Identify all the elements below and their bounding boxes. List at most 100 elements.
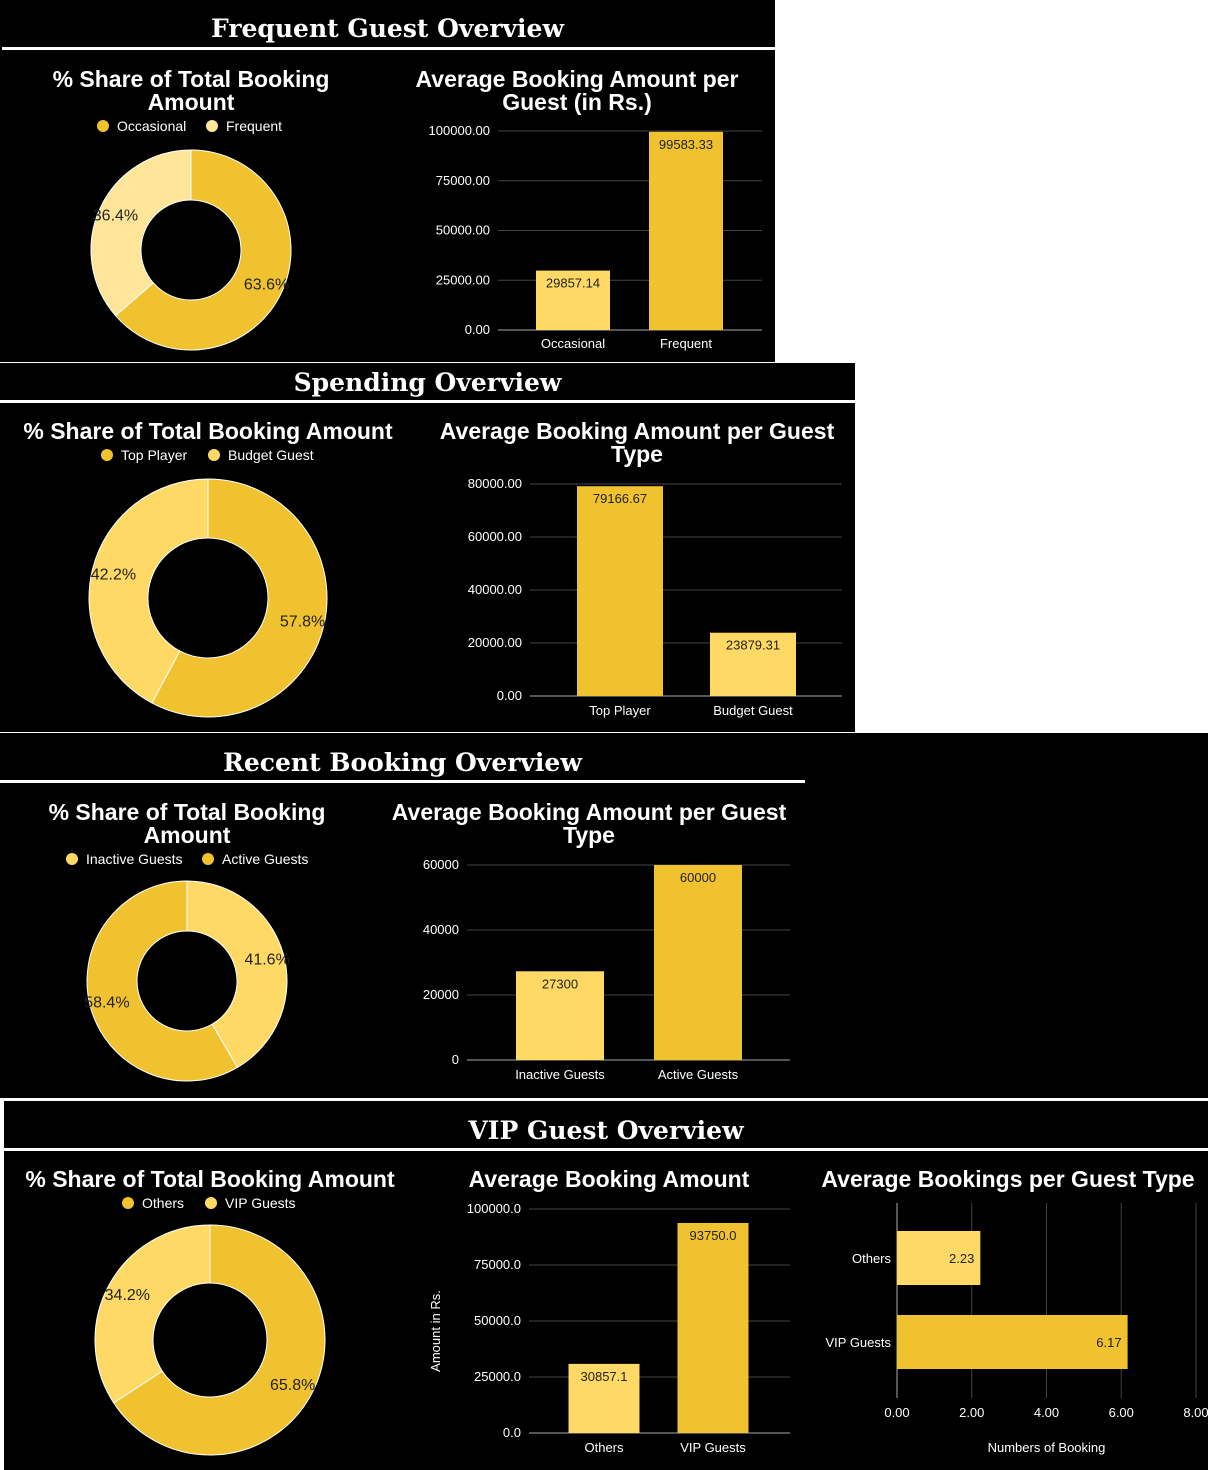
donut-2-title-line: % Share of Total Booking Amount: [23, 418, 393, 444]
bar-1-ytick-label: 0.00: [465, 322, 490, 337]
bar-3-bar-budget-guest: [710, 632, 796, 696]
bar-7-ytick-label: 100000.0: [467, 1201, 521, 1216]
donut-2-legend-swatch: [101, 449, 113, 461]
donut-6-legend-label: Others: [142, 1195, 184, 1211]
bar-3-title-line: Type: [611, 441, 663, 467]
donut-6-legend-label: VIP Guests: [225, 1195, 296, 1211]
donut-0-slice-label: 36.4%: [93, 208, 138, 225]
section-rule-spending: [0, 400, 855, 403]
hbar-8-bar-vip-guests: [897, 1315, 1128, 1369]
donut-4-title-line: % Share of Total Booking: [49, 799, 326, 825]
donut-2-legend-swatch: [208, 449, 220, 461]
bar-1-value-label: 99583.33: [659, 137, 713, 152]
hbar-8-title-line: Average Bookings per Guest Type: [821, 1166, 1194, 1192]
donut-2-slice-top-player: [151, 478, 328, 718]
bar-5-bar-active-guests: [654, 865, 742, 1060]
hbar-8-xtick-label: 8.00: [1183, 1405, 1208, 1420]
hbar-8-xtick-label: 4.00: [1034, 1405, 1059, 1420]
bar-1-value-label: 29857.14: [546, 276, 600, 291]
donut-6-slice-label: 65.8%: [270, 1377, 315, 1394]
bar-7-category-label: Others: [584, 1440, 624, 1455]
donut-0-legend-swatch: [97, 120, 109, 132]
hbar-8-value-label: 6.17: [1096, 1335, 1121, 1350]
bar-1-category-label: Frequent: [660, 336, 712, 351]
bar-7-ytick-label: 25000.0: [474, 1369, 521, 1384]
bar-5-value-label: 27300: [542, 976, 578, 991]
bar-7-value-label: 93750.0: [690, 1228, 737, 1243]
donut-2-legend-label: Top Player: [121, 447, 187, 463]
section-title-vip: VIP Guest Overview: [468, 1116, 744, 1145]
bar-5-value-label: 60000: [680, 870, 716, 885]
hbar-8-xtick-label: 0.00: [884, 1405, 909, 1420]
bar-7-bar-vip-guests: [677, 1223, 749, 1433]
section-rule-recent: [0, 780, 805, 783]
donut-4-slice-active-guests: [86, 880, 239, 1082]
bar-7-ytick-label: 50000.0: [474, 1313, 521, 1328]
bar-3-ytick-label: 60000.00: [468, 529, 522, 544]
donut-4-slice-inactive-guests: [186, 880, 288, 1069]
bar-1-ytick-label: 100000.00: [429, 123, 490, 138]
donut-0-legend-label: Occasional: [117, 118, 186, 134]
hbar-8-xtick-label: 6.00: [1109, 1405, 1134, 1420]
bar-3-category-label: Top Player: [589, 703, 651, 718]
donut-6-slice-others: [112, 1224, 326, 1456]
bar-3-ytick-label: 0.00: [497, 688, 522, 703]
bar-1-ytick-label: 50000.00: [436, 223, 490, 238]
donut-0-title-line: Amount: [148, 89, 235, 115]
bar-5-category-label: Inactive Guests: [515, 1067, 605, 1082]
bar-5-ytick-label: 40000: [423, 922, 459, 937]
section-rule-vip: [4, 1148, 1208, 1151]
bar-3-value-label: 23879.31: [726, 638, 780, 653]
donut-0-slice-label: 63.6%: [244, 276, 289, 293]
bar-1-ytick-label: 75000.00: [436, 173, 490, 188]
bar-7-ytick-label: 0.0: [503, 1425, 521, 1440]
donut-2-slice-label: 42.2%: [91, 566, 136, 583]
section-rule-frequent: [2, 47, 775, 50]
bar-7-title-line: Average Booking Amount: [469, 1166, 750, 1192]
bar-5-ytick-label: 0: [452, 1052, 459, 1067]
bar-7-bar-others: [568, 1363, 640, 1433]
bar-5-title-line: Type: [563, 822, 615, 848]
donut-4-legend-label: Inactive Guests: [86, 851, 183, 867]
donut-0-slice-frequent: [90, 149, 192, 317]
bar-7-ytick-label: 75000.0: [474, 1257, 521, 1272]
bar-1-title-line: Average Booking Amount per: [416, 66, 739, 92]
donut-6-legend-swatch: [205, 1197, 217, 1209]
bar-3-title-line: Average Booking Amount per Guest: [440, 418, 835, 444]
bar-3-bar-top-player: [577, 486, 663, 696]
bar-5-ytick-label: 60000: [423, 857, 459, 872]
hbar-8-xtick-label: 2.00: [959, 1405, 984, 1420]
bar-1-ytick-label: 25000.00: [436, 272, 490, 287]
donut-4-title-line: Amount: [144, 822, 231, 848]
bar-3-value-label: 79166.67: [593, 491, 647, 506]
bar-7-y-axis-label: Amount in Rs.: [428, 1290, 443, 1372]
hbar-8-bar-others: [897, 1231, 981, 1285]
donut-2-slice-label: 57.8%: [280, 614, 325, 631]
donut-6-slice-vip-guests: [94, 1224, 211, 1404]
section-title-recent: Recent Booking Overview: [223, 748, 582, 777]
bar-7-value-label: 30857.1: [581, 1369, 628, 1384]
donut-4-legend-swatch: [66, 853, 78, 865]
bar-3-ytick-label: 20000.00: [468, 635, 522, 650]
bar-1-title-line: Guest (in Rs.): [502, 89, 652, 115]
bar-5-category-label: Active Guests: [658, 1067, 739, 1082]
donut-0-legend-label: Frequent: [226, 118, 282, 134]
section-title-spending: Spending Overview: [293, 368, 562, 397]
bar-1-category-label: Occasional: [541, 336, 605, 351]
bar-3-category-label: Budget Guest: [713, 703, 793, 718]
hbar-8-x-axis-label: Numbers of Booking: [988, 1440, 1106, 1455]
bar-7-category-label: VIP Guests: [680, 1440, 746, 1455]
bar-5-ytick-label: 20000: [423, 987, 459, 1002]
bar-1-bar-occasional: [536, 270, 610, 330]
bar-3-ytick-label: 40000.00: [468, 582, 522, 597]
donut-2-legend-label: Budget Guest: [228, 447, 314, 463]
bar-5-bar-inactive-guests: [516, 971, 604, 1060]
bar-5-title-line: Average Booking Amount per Guest: [392, 799, 787, 825]
donut-6-title-line: % Share of Total Booking Amount: [25, 1166, 395, 1192]
donut-6-slice-label: 34.2%: [105, 1287, 150, 1304]
donut-4-slice-label: 58.4%: [84, 995, 129, 1012]
section-recent-right-fill: [805, 733, 1208, 1098]
bar-1-bar-frequent: [649, 131, 723, 330]
donut-6-legend-swatch: [122, 1197, 134, 1209]
